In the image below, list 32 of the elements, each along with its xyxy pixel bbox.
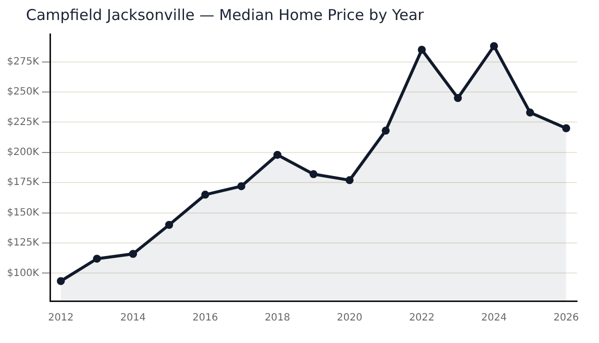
y-tick-label: $175K	[6, 177, 40, 188]
point	[273, 150, 282, 159]
point	[346, 176, 354, 184]
x-tick-label: 2026	[553, 312, 579, 324]
x-tick-label: 2020	[336, 312, 362, 324]
point	[562, 124, 570, 132]
y-tick-label: $200K	[6, 146, 40, 158]
y-tick-label: $100K	[6, 268, 40, 279]
y-tick-label: $125K	[6, 238, 40, 249]
point	[129, 250, 138, 258]
y-tick-label: $250K	[6, 86, 40, 98]
point	[92, 254, 101, 263]
chart-title: Campfield Jacksonville — Median Home Price by Year	[26, 6, 424, 24]
point	[382, 126, 390, 135]
x-tick-label: 2024	[481, 312, 507, 324]
point	[526, 108, 534, 117]
y-tick-label: $150K	[6, 207, 40, 218]
y-tick-label: $225K	[6, 116, 40, 128]
point	[201, 190, 210, 199]
point	[490, 42, 498, 50]
x-tick-label: 2022	[409, 312, 435, 324]
point	[310, 170, 318, 178]
x-tick-label: 2016	[192, 312, 218, 324]
point	[237, 182, 246, 190]
point	[418, 46, 426, 54]
point	[165, 220, 174, 229]
point	[454, 94, 462, 102]
point	[56, 277, 65, 286]
x-tick-label: 2014	[120, 312, 146, 324]
x-tick-label: 2018	[264, 312, 290, 324]
y-tick-label: $275K	[6, 56, 40, 68]
x-tick-label: 2012	[48, 312, 74, 324]
